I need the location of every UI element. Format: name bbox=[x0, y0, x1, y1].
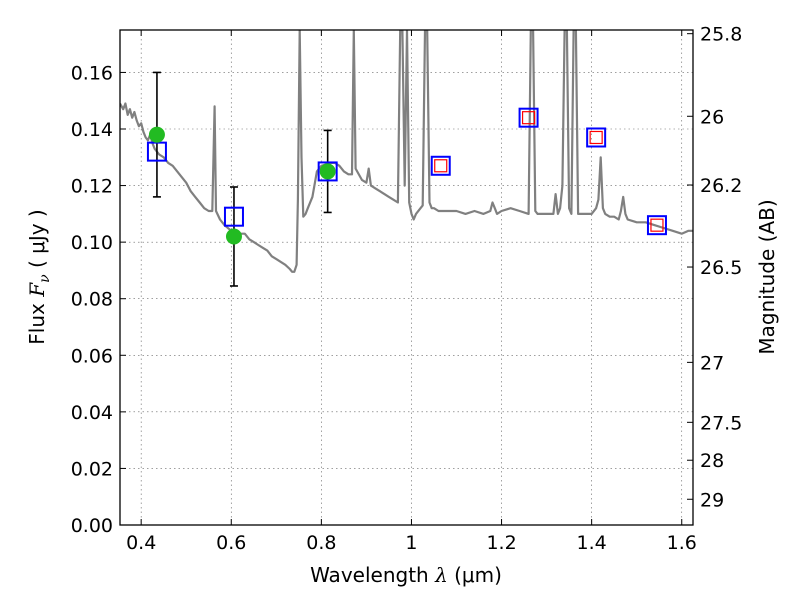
model-photometry-point bbox=[223, 206, 244, 227]
mag-tick-label: 26.2 bbox=[700, 175, 742, 197]
x-axis-label-symbol: λ bbox=[434, 563, 448, 587]
model-photometry-point bbox=[430, 155, 451, 176]
x-tick-label: 1.2 bbox=[486, 532, 516, 554]
model-photometry-point bbox=[518, 107, 539, 128]
mag-tick-label: 25.8 bbox=[700, 24, 742, 46]
mag-tick-label: 26.5 bbox=[700, 257, 742, 279]
observed-photometry-point bbox=[319, 163, 336, 180]
x-tick-label: 1 bbox=[405, 532, 417, 554]
model-photometry-point bbox=[317, 161, 338, 182]
y-tick-label: 0.12 bbox=[71, 176, 113, 198]
x-tick-label: 0.8 bbox=[306, 532, 336, 554]
observed-photometry-point bbox=[225, 228, 242, 245]
y-axis-label-unit: ( μJy ) bbox=[25, 209, 49, 268]
error-bars bbox=[146, 71, 667, 287]
x-tick-label: 0.4 bbox=[126, 532, 156, 554]
y-axis-label-subscript: ν bbox=[37, 274, 53, 283]
y-tick-label: 0.08 bbox=[71, 289, 113, 311]
mag-tick-label: 28 bbox=[700, 450, 724, 472]
predicted-photometry-point bbox=[650, 218, 664, 232]
y-axis-label: Flux Fν ( μJy ) bbox=[25, 209, 53, 344]
x-tick-label: 1.6 bbox=[667, 532, 697, 554]
x-tick-label: 1.4 bbox=[577, 532, 607, 554]
mag-tick-label: 26 bbox=[700, 106, 724, 128]
predicted-photometry-point bbox=[589, 130, 603, 145]
y-tick-label: 0.00 bbox=[71, 515, 113, 537]
model-photometry-point bbox=[646, 215, 667, 236]
x-tick-label: 0.6 bbox=[216, 532, 246, 554]
y-axis-label-text: Flux bbox=[25, 303, 49, 345]
x-axis-label-unit: (μm) bbox=[454, 563, 502, 587]
y-tick-label: 0.14 bbox=[71, 119, 113, 141]
model-photometry-point bbox=[586, 127, 607, 148]
spectrum-line bbox=[120, 30, 693, 273]
y-axis-label-symbol: F bbox=[25, 282, 49, 298]
plot-layer bbox=[120, 30, 693, 273]
y-tick-label: 0.10 bbox=[71, 232, 113, 254]
y-tick-label: 0.04 bbox=[71, 402, 113, 424]
axis-ticks: 0.4 0.6 0.8 1 1.2 1.4 1.6 0.00 0.02 0.04 0.06 0.08 0… bbox=[71, 24, 743, 554]
plot-frame bbox=[119, 29, 694, 526]
x-axis-label: Wavelength λ (μm) bbox=[310, 563, 502, 587]
y-tick-label: 0.16 bbox=[71, 62, 113, 84]
y2-axis-label: Magnitude (AB) bbox=[755, 199, 779, 354]
mag-tick-label: 27.5 bbox=[700, 412, 742, 434]
y-tick-label: 0.06 bbox=[71, 345, 113, 367]
mag-tick-label: 27 bbox=[700, 352, 724, 374]
observed-photometry-point bbox=[148, 126, 165, 143]
x-axis-label-text: Wavelength bbox=[310, 563, 429, 587]
predicted-photometry-point bbox=[434, 159, 448, 173]
mag-tick-label: 29 bbox=[700, 489, 724, 511]
predicted-photometry-point bbox=[521, 111, 536, 125]
y-tick-label: 0.02 bbox=[71, 458, 113, 480]
